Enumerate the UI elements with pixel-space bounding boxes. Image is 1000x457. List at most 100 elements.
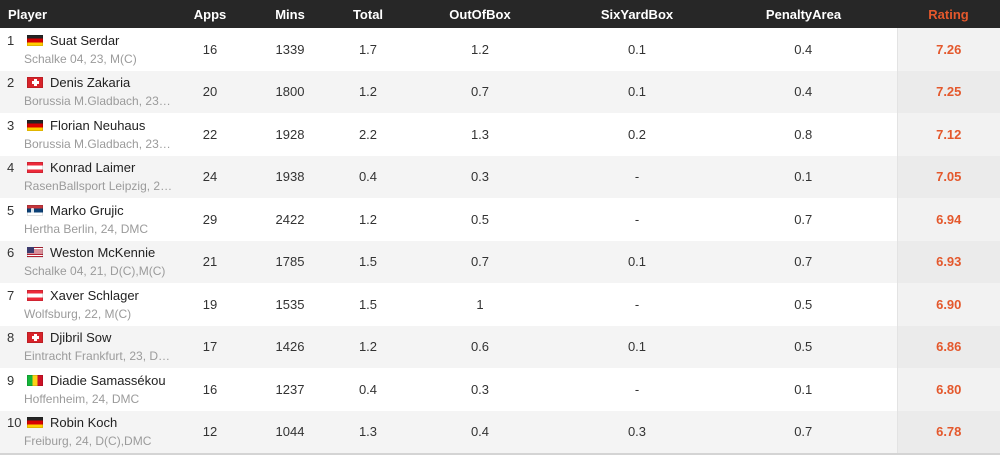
apps-cell: 16 xyxy=(180,28,240,71)
outofbox-cell: 0.4 xyxy=(396,410,564,453)
flag-icon-de xyxy=(27,34,43,46)
column-header-penaltyarea[interactable]: PenaltyArea xyxy=(710,0,897,28)
player-cell: 6 Weston McKennie Schalke 04, 21, D(C),M… xyxy=(0,240,180,283)
player-details: Hertha Berlin, 24, DMC xyxy=(24,221,149,236)
rank-number: 2 xyxy=(7,75,15,91)
flag-icon-ml xyxy=(27,374,43,386)
flag-icon-de xyxy=(27,417,43,429)
player-cell: 7 Xaver Schlager Wolfsburg, 22, M(C) xyxy=(0,283,180,326)
rank-number: 4 xyxy=(7,160,15,176)
player-details: Schalke 04, 21, D(C),M(C) xyxy=(24,264,166,279)
player-name-link[interactable]: Florian Neuhaus xyxy=(50,117,146,133)
table-row: 3 Florian Neuhaus Borussia M.Gladbach, 2… xyxy=(0,113,1000,156)
sixyardbox-cell: 0.2 xyxy=(564,113,710,156)
player-name-link[interactable]: Denis Zakaria xyxy=(50,75,131,91)
column-header-rating[interactable]: Rating xyxy=(897,0,1000,28)
rating-cell: 7.26 xyxy=(896,28,1000,71)
mins-cell: 1339 xyxy=(240,28,340,71)
rank-number: 10 xyxy=(7,415,22,431)
flag-icon-us xyxy=(27,247,43,259)
flag-icon-at xyxy=(27,162,43,174)
rank-number: 9 xyxy=(7,372,15,388)
table-header-row: Player Apps Mins Total OutOfBox SixYardB… xyxy=(0,0,1000,28)
player-details: Borussia M.Gladbach, 23… xyxy=(24,136,171,151)
column-header-outofbox[interactable]: OutOfBox xyxy=(396,0,564,28)
column-header-player[interactable]: Player xyxy=(0,0,180,28)
flag-icon-ch xyxy=(27,77,43,89)
rating-cell: 6.78 xyxy=(896,410,1000,453)
player-cell: 8 Djibril Sow Eintracht Frankfurt, 23, D… xyxy=(0,325,180,368)
penaltyarea-cell: 0.7 xyxy=(710,240,897,283)
column-header-mins[interactable]: Mins xyxy=(240,0,340,28)
outofbox-cell: 1 xyxy=(396,283,564,326)
rank-number: 5 xyxy=(7,202,15,218)
flag-icon-rs xyxy=(27,204,43,216)
total-cell: 1.5 xyxy=(340,240,396,283)
total-cell: 1.3 xyxy=(340,410,396,453)
total-cell: 1.2 xyxy=(340,70,396,113)
player-cell: 3 Florian Neuhaus Borussia M.Gladbach, 2… xyxy=(0,113,180,156)
apps-cell: 17 xyxy=(180,325,240,368)
mins-cell: 1237 xyxy=(240,368,340,411)
outofbox-cell: 0.3 xyxy=(396,155,564,198)
player-name-link[interactable]: Marko Grujic xyxy=(50,202,124,218)
outofbox-cell: 0.7 xyxy=(396,70,564,113)
outofbox-cell: 1.2 xyxy=(396,28,564,71)
player-details: Borussia M.Gladbach, 23… xyxy=(24,94,171,109)
table-row: 9 Diadie Samassékou Hoffenheim, 24, DMC … xyxy=(0,368,1000,411)
player-details: Wolfsburg, 22, M(C) xyxy=(24,306,132,321)
penaltyarea-cell: 0.4 xyxy=(710,28,897,71)
sixyardbox-cell: 0.1 xyxy=(564,28,710,71)
apps-cell: 20 xyxy=(180,70,240,113)
rank-number: 7 xyxy=(7,287,15,303)
sixyardbox-cell: 0.1 xyxy=(564,325,710,368)
table-row: 8 Djibril Sow Eintracht Frankfurt, 23, D… xyxy=(0,325,1000,368)
penaltyarea-cell: 0.5 xyxy=(710,325,897,368)
sixyardbox-cell: - xyxy=(564,283,710,326)
total-cell: 0.4 xyxy=(340,368,396,411)
rating-cell: 6.80 xyxy=(896,368,1000,411)
player-name-link[interactable]: Suat Serdar xyxy=(50,32,120,48)
player-name-link[interactable]: Djibril Sow xyxy=(50,330,112,346)
rank-number: 3 xyxy=(7,117,15,133)
column-header-apps[interactable]: Apps xyxy=(180,0,240,28)
player-name-link[interactable]: Konrad Laimer xyxy=(50,160,136,176)
apps-cell: 29 xyxy=(180,198,240,241)
player-details: Hoffenheim, 24, DMC xyxy=(24,391,140,406)
penaltyarea-cell: 0.7 xyxy=(710,198,897,241)
rating-cell: 6.86 xyxy=(896,325,1000,368)
mins-cell: 1426 xyxy=(240,325,340,368)
outofbox-cell: 0.6 xyxy=(396,325,564,368)
outofbox-cell: 0.7 xyxy=(396,240,564,283)
rating-cell: 7.05 xyxy=(896,155,1000,198)
sixyardbox-cell: 0.1 xyxy=(564,70,710,113)
sixyardbox-cell: - xyxy=(564,368,710,411)
table-row: 1 Suat Serdar Schalke 04, 23, M(C) 16 13… xyxy=(0,28,1000,71)
player-name-link[interactable]: Weston McKennie xyxy=(50,245,156,261)
flag-icon-ch xyxy=(27,332,43,344)
player-cell: 4 Konrad Laimer RasenBallsport Leipzig, … xyxy=(0,155,180,198)
player-details: Eintracht Frankfurt, 23, D… xyxy=(24,349,171,364)
player-name-link[interactable]: Robin Koch xyxy=(50,415,118,431)
player-cell: 9 Diadie Samassékou Hoffenheim, 24, DMC xyxy=(0,368,180,411)
mins-cell: 1535 xyxy=(240,283,340,326)
apps-cell: 16 xyxy=(180,368,240,411)
player-name-link[interactable]: Xaver Schlager xyxy=(50,287,139,303)
table-row: 6 Weston McKennie Schalke 04, 21, D(C),M… xyxy=(0,240,1000,283)
player-name-link[interactable]: Diadie Samassékou xyxy=(50,372,166,388)
total-cell: 0.4 xyxy=(340,155,396,198)
table-row: 2 Denis Zakaria Borussia M.Gladbach, 23…… xyxy=(0,70,1000,113)
penaltyarea-cell: 0.1 xyxy=(710,155,897,198)
player-cell: 5 Marko Grujic Hertha Berlin, 24, DMC xyxy=(0,198,180,241)
rank-number: 1 xyxy=(7,32,15,48)
bottom-divider xyxy=(0,453,1000,455)
total-cell: 2.2 xyxy=(340,113,396,156)
penaltyarea-cell: 0.4 xyxy=(710,70,897,113)
column-header-total[interactable]: Total xyxy=(340,0,396,28)
total-cell: 1.7 xyxy=(340,28,396,71)
table-body: 1 Suat Serdar Schalke 04, 23, M(C) 16 13… xyxy=(0,28,1000,453)
apps-cell: 24 xyxy=(180,155,240,198)
column-header-sixyardbox[interactable]: SixYardBox xyxy=(564,0,710,28)
